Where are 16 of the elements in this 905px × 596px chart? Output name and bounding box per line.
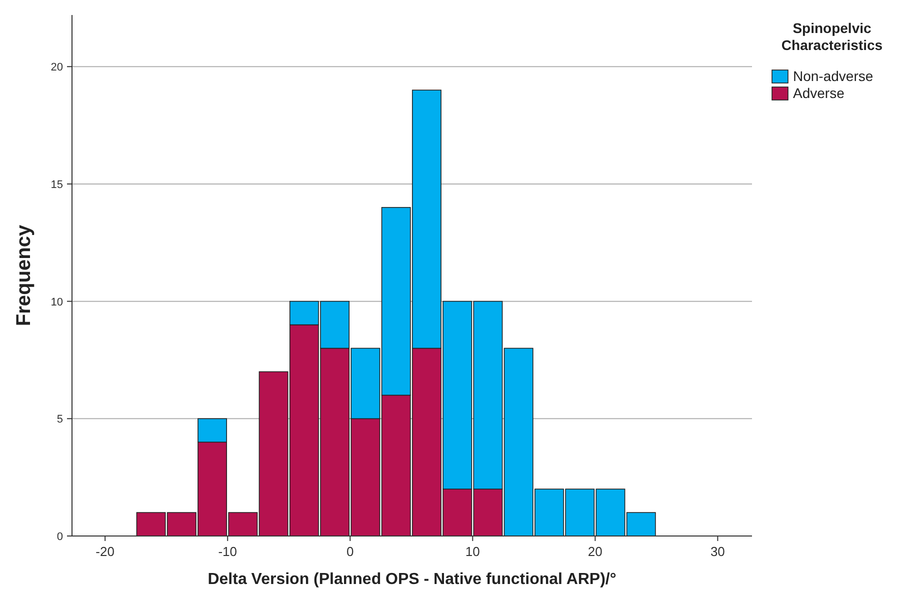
legend-title: Spinopelvic Characteristics	[781, 20, 883, 53]
y-tick-label: 15	[50, 178, 63, 191]
legend-label: Adverse	[793, 85, 845, 101]
x-axis-title: Delta Version (Planned OPS - Native functional ARP)/°	[208, 571, 616, 588]
y-tick-label: 20	[50, 62, 63, 74]
x-tick-label: 0	[346, 544, 354, 559]
y-tick-label: 5	[56, 414, 63, 426]
x-tick-label: -10	[218, 544, 237, 559]
y-axis-title: Frequency	[13, 224, 35, 326]
x-tick-label: -20	[96, 544, 114, 559]
y-tick-label: 10	[50, 296, 63, 308]
x-tick-label: 20	[588, 544, 602, 559]
legend-label: Non-adverse	[793, 68, 874, 84]
x-tick-label: 30	[710, 544, 725, 559]
y-tick-label: 0	[56, 531, 63, 543]
x-tick-label: 10	[465, 544, 480, 559]
